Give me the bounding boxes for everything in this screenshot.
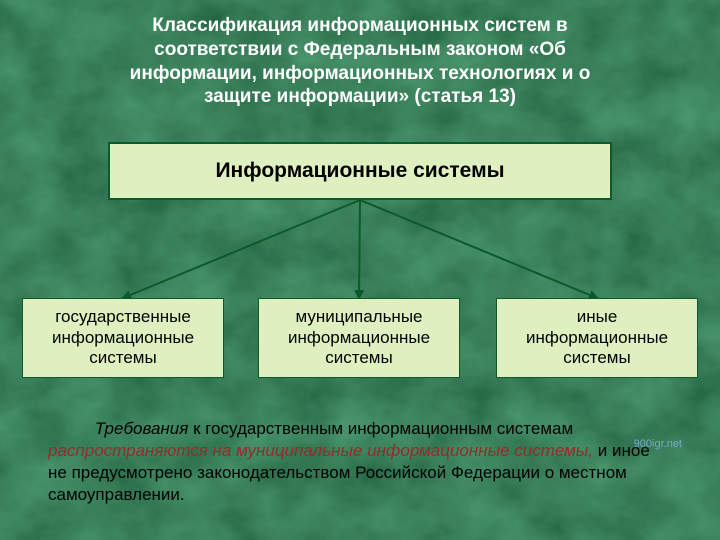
title-line: Классификация информационных систем в [60,14,660,38]
child-label-line: иные [526,307,668,327]
child-node-municipal: муниципальные информационные системы [258,298,460,378]
root-node: Информационные системы [108,142,612,200]
child-label-line: информационные [526,328,668,348]
footer-seg1-italic: Требования [95,419,189,438]
child-label-line: системы [52,348,194,368]
footer-seg1-rest: к государственным информационным система… [193,419,573,438]
watermark: 900igr.net [634,438,682,450]
child-label-line: государственные [52,307,194,327]
title-line: соответствии с Федеральным законом «Об [60,38,660,62]
child-node-state: государственные информационные системы [22,298,224,378]
footer-note: Требования к государственным информацион… [48,418,672,506]
child-node-other: иные информационные системы [496,298,698,378]
title-line: защите информации» (статья 13) [60,85,660,109]
child-label-line: системы [526,348,668,368]
title-line: информации, информационных технологиях и… [60,62,660,86]
child-label-line: информационные [288,328,430,348]
child-label-line: информационные [52,328,194,348]
root-node-label: Информационные системы [215,158,504,183]
footer-seg2-accent: распространяются на муниципальные информ… [48,441,598,460]
child-label-line: муниципальные [288,307,430,327]
slide-title: Классификация информационных систем в со… [60,14,660,109]
child-label-line: системы [288,348,430,368]
